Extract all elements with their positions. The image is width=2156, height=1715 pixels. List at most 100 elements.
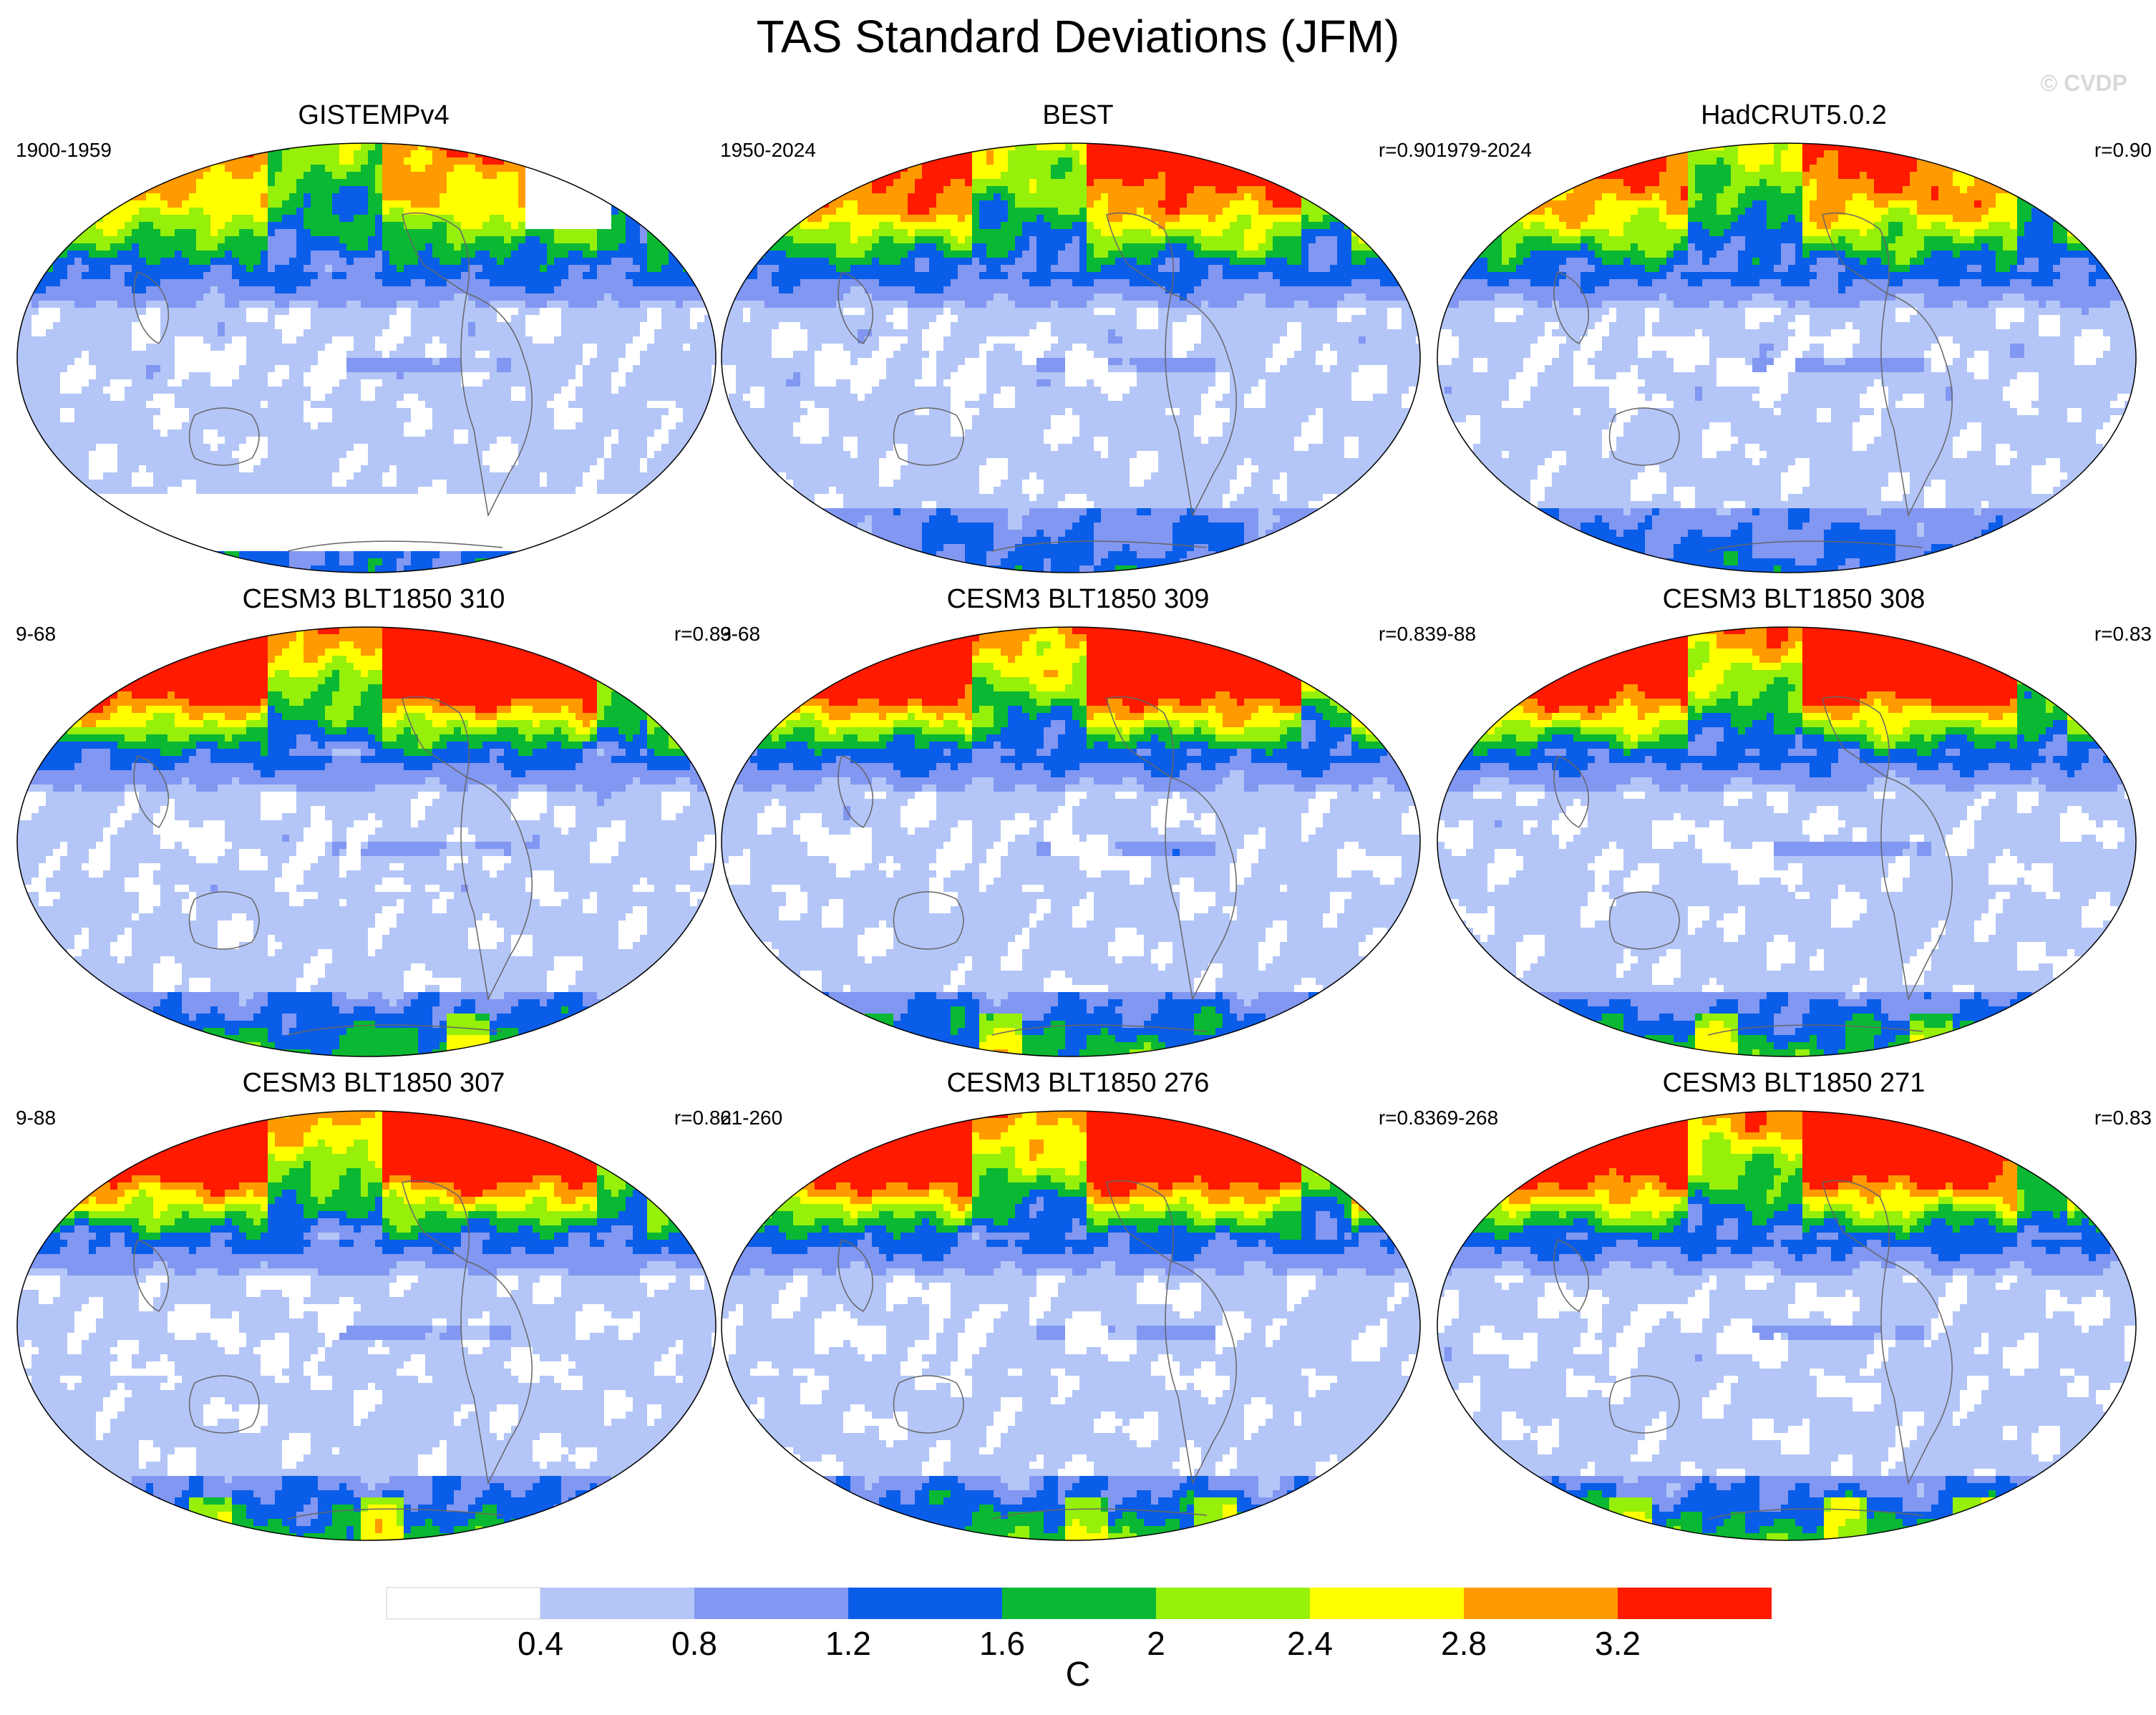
coastline xyxy=(402,212,470,295)
colorbar-swatch xyxy=(1002,1588,1156,1619)
coastline xyxy=(1608,891,1680,950)
colorbar: 0.4 0.8 1.2 1.6 2 2.4 2.8 3.2 xyxy=(386,1587,1772,1658)
coastline xyxy=(837,271,874,344)
colorbar-swatch xyxy=(1156,1588,1310,1619)
map-outline xyxy=(721,1110,1421,1541)
colorbar-swatch xyxy=(1618,1588,1772,1619)
colorbar-tick-label: 1.2 xyxy=(825,1625,871,1658)
figure-title: TAS Standard Deviations (JFM) xyxy=(0,10,2156,63)
coastline xyxy=(991,1508,1208,1520)
coastline xyxy=(460,1260,533,1485)
coastline xyxy=(991,540,1208,552)
map-panel: CESM3 BLT1850 271 69-268 r=0.83 xyxy=(1436,1032,2152,1541)
coastline xyxy=(188,1375,260,1434)
colorbar-tick-label: 2 xyxy=(1147,1625,1165,1658)
coastline xyxy=(893,891,964,950)
map-panel: CESM3 BLT1850 308 9-88 r=0.83 xyxy=(1436,548,2152,1057)
world-map xyxy=(721,626,1421,1057)
coastline xyxy=(287,1508,503,1520)
colorbar-units: C xyxy=(0,1655,2156,1694)
coastline xyxy=(1822,212,1890,295)
coastline xyxy=(460,777,533,1001)
map-panel: CESM3 BLT1850 310 9-68 r=0.83 xyxy=(16,548,732,1057)
panel-correlation: r=0.83 xyxy=(2094,1107,2152,1129)
panel-period: 1950-2024 xyxy=(720,139,816,162)
colorbar-swatch xyxy=(1464,1588,1618,1619)
coastline xyxy=(1822,1180,1890,1263)
panel-correlation: r=0.83 xyxy=(2094,623,2152,646)
map-panel: CESM3 BLT1850 309 9-68 r=0.83 xyxy=(720,548,1436,1057)
coastline xyxy=(991,1024,1208,1036)
colorbar-tick-label: 3.2 xyxy=(1595,1625,1641,1658)
coastline xyxy=(1553,755,1590,828)
panel-correlation: r=0.83 xyxy=(674,623,732,646)
coastline xyxy=(1707,1024,1923,1036)
coastline xyxy=(188,407,260,466)
coastline xyxy=(1608,1375,1680,1434)
coastline xyxy=(1880,293,1953,518)
coastline xyxy=(1106,696,1175,779)
colorbar-tick-label: 2.4 xyxy=(1287,1625,1333,1658)
watermark: © CVDP xyxy=(2041,70,2127,97)
world-map xyxy=(1437,1110,2137,1541)
coastline xyxy=(1553,271,1590,344)
coastline xyxy=(1165,1260,1237,1485)
map-outline xyxy=(16,1110,717,1541)
coastline xyxy=(1880,1260,1953,1485)
world-map xyxy=(1437,626,2137,1057)
coastline xyxy=(188,891,260,950)
panel-period: 1900-1959 xyxy=(16,139,112,162)
colorbar-tick-label: 0.4 xyxy=(518,1625,563,1658)
coastline xyxy=(893,1375,964,1434)
world-map xyxy=(1437,142,2137,573)
map-panel: CESM3 BLT1850 276 61-260 r=0.83 xyxy=(720,1032,1436,1541)
panel-title: CESM3 BLT1850 307 xyxy=(16,1068,732,1099)
panel-title: GISTEMPv4 xyxy=(16,100,732,131)
map-outline xyxy=(721,626,1421,1057)
coastline xyxy=(133,755,170,828)
coastline xyxy=(1608,407,1680,466)
map-panel: BEST 1950-2024 r=0.90 xyxy=(720,64,1436,573)
world-map xyxy=(721,1110,1421,1541)
map-panel: CESM3 BLT1850 307 9-88 r=0.82 xyxy=(16,1032,732,1541)
panel-correlation: r=0.83 xyxy=(1379,1107,1436,1129)
panel-period: 9-88 xyxy=(1436,623,1476,646)
coastline xyxy=(1165,777,1237,1001)
panel-title: HadCRUT5.0.2 xyxy=(1436,100,2152,131)
map-outline xyxy=(16,626,717,1057)
world-map xyxy=(16,142,717,573)
colorbar-swatch xyxy=(540,1588,694,1619)
panel-period: 69-268 xyxy=(1436,1107,1498,1129)
colorbar-swatch xyxy=(694,1588,848,1619)
map-panel: HadCRUT5.0.2 1979-2024 r=0.90 xyxy=(1436,64,2152,573)
map-outline xyxy=(721,142,1421,573)
panel-title: CESM3 BLT1850 310 xyxy=(16,584,732,615)
colorbar-swatch xyxy=(386,1587,541,1620)
colorbar-swatch xyxy=(848,1588,1002,1619)
map-outline xyxy=(16,142,717,573)
panel-correlation: r=0.90 xyxy=(2094,139,2152,162)
coastline xyxy=(1822,696,1890,779)
map-outline xyxy=(1437,626,2137,1057)
panel-correlation: r=0.82 xyxy=(674,1107,732,1129)
coastline xyxy=(1880,777,1953,1001)
coastline xyxy=(133,1239,170,1312)
colorbar-tick-label: 1.6 xyxy=(979,1625,1025,1658)
world-map xyxy=(16,626,717,1057)
panel-period: 9-68 xyxy=(720,623,760,646)
coastline xyxy=(1707,540,1923,552)
panel-correlation: r=0.90 xyxy=(1379,139,1436,162)
colorbar-tick-label: 2.8 xyxy=(1441,1625,1487,1658)
coastline xyxy=(1553,1239,1590,1312)
panel-title: CESM3 BLT1850 271 xyxy=(1436,1068,2152,1099)
colorbar-tick-label: 0.8 xyxy=(671,1625,717,1658)
panel-title: BEST xyxy=(720,100,1436,131)
coastline xyxy=(402,1180,470,1263)
panel-title: CESM3 BLT1850 276 xyxy=(720,1068,1436,1099)
panel-title: CESM3 BLT1850 308 xyxy=(1436,584,2152,615)
map-outline xyxy=(1437,1110,2137,1541)
panel-title: CESM3 BLT1850 309 xyxy=(720,584,1436,615)
panel-period: 61-260 xyxy=(720,1107,782,1129)
coastline xyxy=(837,1239,874,1312)
colorbar-swatch xyxy=(1310,1588,1464,1619)
